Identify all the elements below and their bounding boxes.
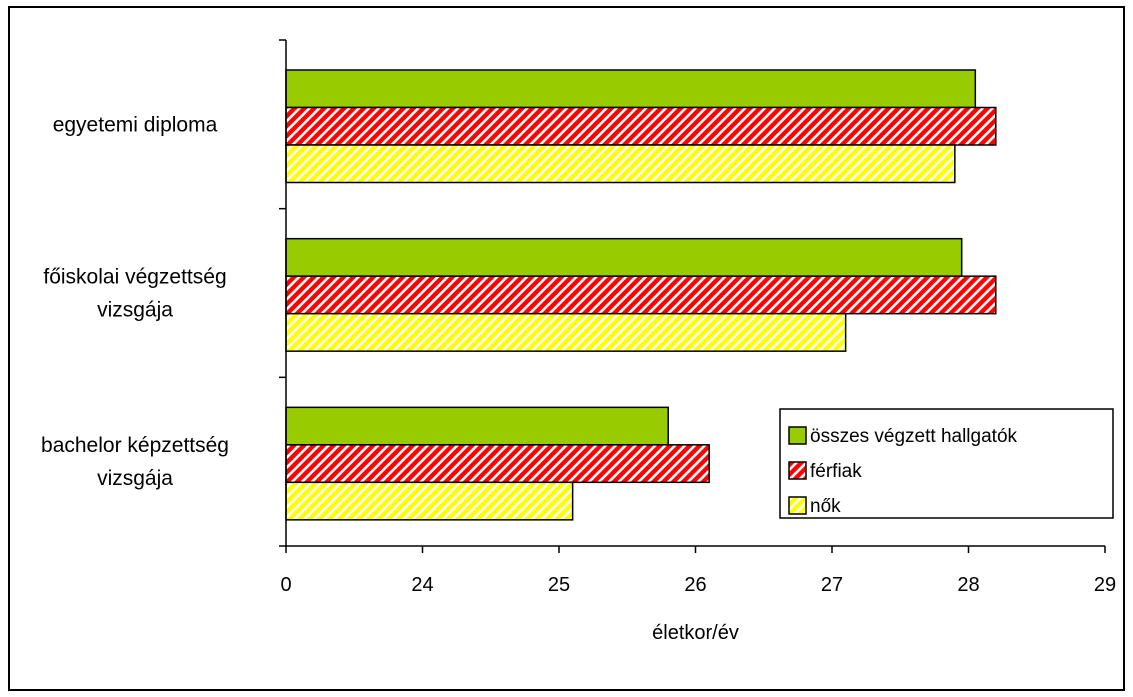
- legend-swatch: [788, 496, 807, 515]
- x-tick-label: 28: [957, 574, 979, 596]
- bar-women-3: [285, 481, 574, 521]
- category-label: egyetemi diploma: [53, 113, 218, 136]
- axes-layer: [279, 39, 1106, 553]
- bar-men-2: [285, 275, 997, 315]
- category-label: vizsgája: [97, 299, 173, 322]
- x-tick-label: 25: [548, 574, 570, 596]
- bar-all-1: [285, 69, 977, 109]
- bar-men-3: [285, 444, 710, 484]
- x-tick-label: 27: [821, 574, 843, 596]
- legend-swatch: [788, 426, 807, 445]
- x-tick-label: 0: [280, 574, 291, 596]
- labels-layer: 0 24 25 26 27 28 29 életkor/év egyetemi diploma f…: [41, 113, 1116, 644]
- bar-men-1: [285, 106, 997, 146]
- legend-label: férfiak: [810, 461, 862, 482]
- x-tick-label: 24: [411, 574, 433, 596]
- category-label: vizsgája: [97, 467, 173, 490]
- bar-women-2: [285, 312, 847, 352]
- legend-swatch: [788, 461, 807, 480]
- x-tick-label: 26: [684, 574, 706, 596]
- x-tick-label: 29: [1094, 574, 1116, 596]
- legend-label: nők: [810, 496, 841, 517]
- category-label: főiskolai végzettség: [43, 266, 226, 289]
- category-label: bachelor képzettség: [41, 434, 229, 457]
- bar-all-2: [285, 237, 963, 277]
- x-axis-label: életkor/év: [652, 622, 739, 644]
- legend-label: összes végzett hallgatók: [810, 426, 1018, 447]
- bar-women-1: [285, 144, 956, 184]
- bar-all-3: [285, 406, 669, 446]
- bars-layer: [285, 69, 997, 521]
- legend-box: [779, 408, 1114, 519]
- legend: összes végzett hallgatók férfiak nők: [779, 408, 1114, 519]
